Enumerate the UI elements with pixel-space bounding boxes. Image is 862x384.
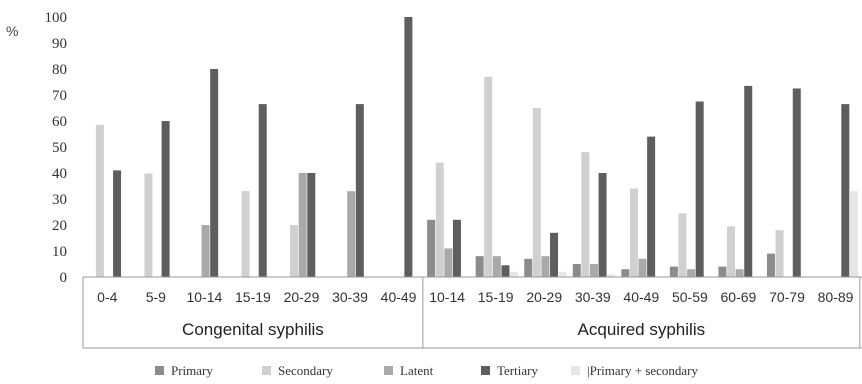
bar-series — [95, 17, 858, 278]
group-label: Acquired syphilis — [578, 320, 706, 339]
bar-tertiary-2 — [210, 69, 219, 277]
x-tick-label: 0-4 — [97, 289, 117, 305]
bar-primary-secondary-9 — [558, 271, 567, 277]
bar-secondary-8 — [484, 76, 493, 277]
x-tick-label: 15-19 — [235, 289, 271, 305]
bar-secondary-9 — [532, 108, 541, 277]
bar-secondary-1 — [144, 173, 153, 277]
y-tick-label: 80 — [52, 62, 67, 78]
bar-latent-10 — [589, 264, 598, 277]
bar-latent-13 — [735, 269, 744, 277]
x-tick-label: 15-19 — [478, 289, 514, 305]
bar-primary-14 — [766, 253, 775, 277]
axes — [82, 276, 862, 349]
x-tick-label: 50-59 — [672, 289, 708, 305]
bar-secondary-11 — [629, 188, 638, 277]
bar-tertiary-9 — [550, 232, 559, 277]
legend-label: Primary — [171, 363, 213, 378]
x-tick-label: 40-49 — [381, 289, 417, 305]
y-tick-label: 40 — [52, 166, 67, 182]
bar-tertiary-15 — [841, 104, 850, 277]
bar-latent-4 — [298, 173, 307, 277]
x-tick-label: 30-39 — [575, 289, 611, 305]
bar-tertiary-7 — [452, 219, 461, 277]
bar-latent-12 — [687, 269, 696, 277]
bar-secondary-12 — [678, 213, 687, 277]
bar-secondary-10 — [581, 152, 590, 277]
x-tick-label: 30-39 — [332, 289, 368, 305]
bar-tertiary-12 — [695, 101, 704, 277]
bar-tertiary-8 — [501, 265, 510, 277]
legend: Primary Secondary Latent Tertiary |Primary +… — [155, 363, 699, 378]
x-tick-label: 10-14 — [186, 289, 222, 305]
bar-tertiary-13 — [744, 85, 753, 278]
bar-primary-10 — [572, 264, 581, 277]
legend-label: Latent — [400, 363, 434, 378]
bar-tertiary-1 — [161, 121, 170, 277]
y-tick-label: 100 — [45, 10, 68, 26]
x-tick-label: 80-89 — [818, 289, 854, 305]
bar-primary-secondary-8 — [510, 271, 519, 277]
bar-primary-secondary-15 — [849, 191, 858, 277]
x-tick-label: 70-79 — [769, 289, 805, 305]
bar-tertiary-14 — [792, 88, 801, 277]
bar-tertiary-0 — [113, 170, 122, 277]
y-tick-label: 30 — [52, 192, 67, 208]
bar-tertiary-3 — [258, 104, 267, 277]
x-tick-label: 20-29 — [284, 289, 320, 305]
bar-primary-12 — [669, 266, 678, 277]
y-axis-unit-label: % — [6, 23, 18, 39]
bar-latent-7 — [444, 248, 453, 277]
legend-swatch — [155, 366, 164, 375]
x-tick-label: 10-14 — [429, 289, 465, 305]
category-labels: 0-4 5-9 10-14 15-19 20-29 30-39 40-49 10-14 15-1… — [97, 289, 853, 305]
group-label: Congenital syphilis — [182, 320, 324, 339]
group-labels: Congenital syphilis Acquired syphilis — [182, 320, 705, 339]
bar-primary-8 — [475, 256, 484, 277]
bar-primary-secondary-10 — [607, 274, 616, 277]
y-tick-label: 90 — [52, 36, 67, 52]
y-tick-label: 60 — [52, 114, 67, 130]
x-tick-label: 5-9 — [146, 289, 166, 305]
bar-primary-11 — [621, 269, 630, 277]
bar-latent-2 — [201, 225, 210, 277]
bar-latent-8 — [492, 256, 501, 277]
y-tick-label: 20 — [52, 218, 67, 234]
legend-swatch — [384, 366, 393, 375]
bar-secondary-4 — [290, 225, 299, 277]
bar-secondary-0 — [95, 124, 104, 278]
bar-tertiary-5 — [355, 104, 364, 277]
bar-secondary-3 — [241, 191, 250, 277]
y-tick-label: 50 — [52, 140, 67, 156]
legend-label: |Primary + secondary — [587, 363, 699, 378]
bar-tertiary-4 — [307, 173, 316, 277]
bar-tertiary-10 — [598, 173, 607, 277]
x-tick-label: 60-69 — [721, 289, 757, 305]
x-tick-label: 20-29 — [526, 289, 562, 305]
bar-latent-11 — [638, 258, 647, 277]
bar-secondary-14 — [775, 230, 784, 277]
y-tick-label: 0 — [60, 270, 68, 286]
y-tick-label: 10 — [52, 244, 67, 260]
bar-secondary-13 — [727, 226, 736, 277]
legend-label: Tertiary — [497, 363, 538, 378]
bar-secondary-7 — [435, 162, 444, 277]
bar-latent-5 — [347, 191, 356, 277]
bar-latent-9 — [541, 256, 550, 277]
bar-tertiary-6 — [404, 17, 413, 277]
bar-tertiary-11 — [647, 136, 656, 277]
legend-label: Secondary — [278, 363, 333, 378]
bar-primary-7 — [427, 219, 436, 277]
y-tick-label: 70 — [52, 88, 67, 104]
bar-primary-13 — [718, 266, 727, 277]
legend-swatch — [262, 366, 271, 375]
x-tick-label: 40-49 — [623, 289, 659, 305]
bar-primary-9 — [524, 258, 533, 277]
legend-swatch — [481, 366, 490, 375]
legend-swatch — [571, 366, 580, 375]
y-axis-ticks: 0 10 20 30 40 50 60 70 80 90 100 — [45, 10, 68, 286]
